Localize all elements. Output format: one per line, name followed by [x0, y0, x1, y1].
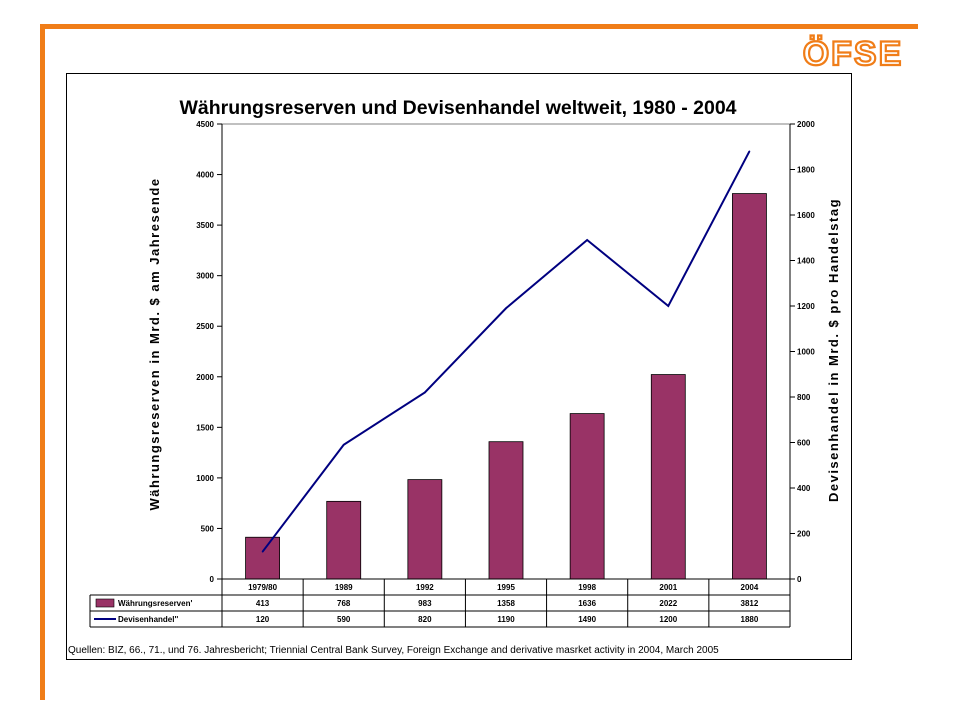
- y-left-tick-label: 1000: [196, 474, 214, 483]
- y-right-tick-label: 1000: [797, 348, 815, 357]
- bar-reserves: [407, 479, 443, 580]
- y-left-tick-label: 2500: [196, 322, 214, 331]
- x-tick-label: 1992: [416, 583, 434, 592]
- bar-reserves: [245, 536, 280, 580]
- table-cell-devisenhandel: 1880: [741, 615, 759, 624]
- bar-reserves: [650, 374, 686, 580]
- table-cell-reserves: 413: [256, 599, 270, 608]
- x-tick-label: 2004: [741, 583, 759, 592]
- y-left-tick-label: 1500: [196, 423, 214, 432]
- x-tick-label: 1979/80: [248, 583, 277, 592]
- y-left-tick-label: 4000: [196, 171, 214, 180]
- source-note: Quellen: BIZ, 66., 71., und 76. Jahresbe…: [68, 645, 719, 656]
- y-left-tick-label: 2000: [196, 373, 214, 382]
- table-cell-devisenhandel: 1200: [659, 615, 677, 624]
- line-point: [261, 550, 264, 553]
- table-cell-devisenhandel: 1490: [578, 615, 596, 624]
- bar-reserves: [569, 413, 605, 580]
- y-right-tick-label: 600: [797, 439, 811, 448]
- table-cell-devisenhandel: 820: [418, 615, 432, 624]
- y-right-tick-label: 400: [797, 484, 811, 493]
- y-left-tick-label: 3000: [196, 272, 214, 281]
- table-cell-reserves: 3812: [741, 599, 759, 608]
- y-axis-left-label: Währungsreserven in Mrd. $ am Jahresende: [147, 177, 162, 510]
- x-tick-label: 1995: [497, 583, 515, 592]
- x-tick-label: 1998: [578, 583, 596, 592]
- line-point: [586, 239, 588, 241]
- y-right-tick-label: 1600: [797, 211, 815, 220]
- top-accent-bar: [42, 24, 918, 29]
- bar-reserves: [326, 500, 362, 580]
- bar-reserves: [488, 441, 524, 580]
- chart-title: Währungsreserven und Devisenhandel weltw…: [179, 97, 736, 119]
- y-right-tick-label: 0: [797, 575, 802, 584]
- y-right-tick-label: 1400: [797, 257, 815, 266]
- line-point: [505, 307, 507, 310]
- oefse-logo: ÖFSE: [802, 34, 904, 70]
- legend-swatch-reserves: [95, 598, 115, 608]
- y-right-tick-label: 200: [797, 530, 811, 539]
- y-left-tick-label: 0: [210, 575, 215, 584]
- y-right-tick-label: 2000: [797, 120, 815, 129]
- legend-label-devisenhandel: Devisenhandel'': [118, 615, 178, 624]
- y-left-tick-label: 4500: [196, 120, 214, 129]
- y-left-tick-label: 500: [201, 524, 215, 533]
- left-accent-bar: [40, 24, 45, 700]
- logo-text: ÖFSE: [803, 35, 904, 70]
- line-point: [424, 391, 426, 394]
- line-point: [342, 443, 345, 446]
- table-cell-devisenhandel: 590: [337, 615, 351, 624]
- y-right-tick-label: 1800: [797, 166, 815, 175]
- table-cell-reserves: 2022: [659, 599, 677, 608]
- line-point: [667, 305, 670, 307]
- x-tick-label: 2001: [659, 583, 677, 592]
- table-cell-devisenhandel: 120: [256, 615, 270, 624]
- y-right-tick-label: 800: [797, 393, 811, 402]
- legend-label-reserves: Währungsreserven': [118, 599, 192, 608]
- x-tick-label: 1989: [335, 583, 353, 592]
- y-axis-right-label: Devisenhandel in Mrd. $ pro Handelstag: [826, 198, 841, 502]
- table-cell-reserves: 983: [418, 599, 432, 608]
- table-cell-reserves: 1358: [497, 599, 515, 608]
- line-point: [748, 150, 751, 153]
- table-cell-reserves: 768: [337, 599, 351, 608]
- table-cell-devisenhandel: 1190: [497, 615, 515, 624]
- table-cell-reserves: 1636: [578, 599, 596, 608]
- bar-reserves: [732, 193, 767, 580]
- y-right-tick-label: 1200: [797, 302, 815, 311]
- y-left-tick-label: 3500: [196, 221, 214, 230]
